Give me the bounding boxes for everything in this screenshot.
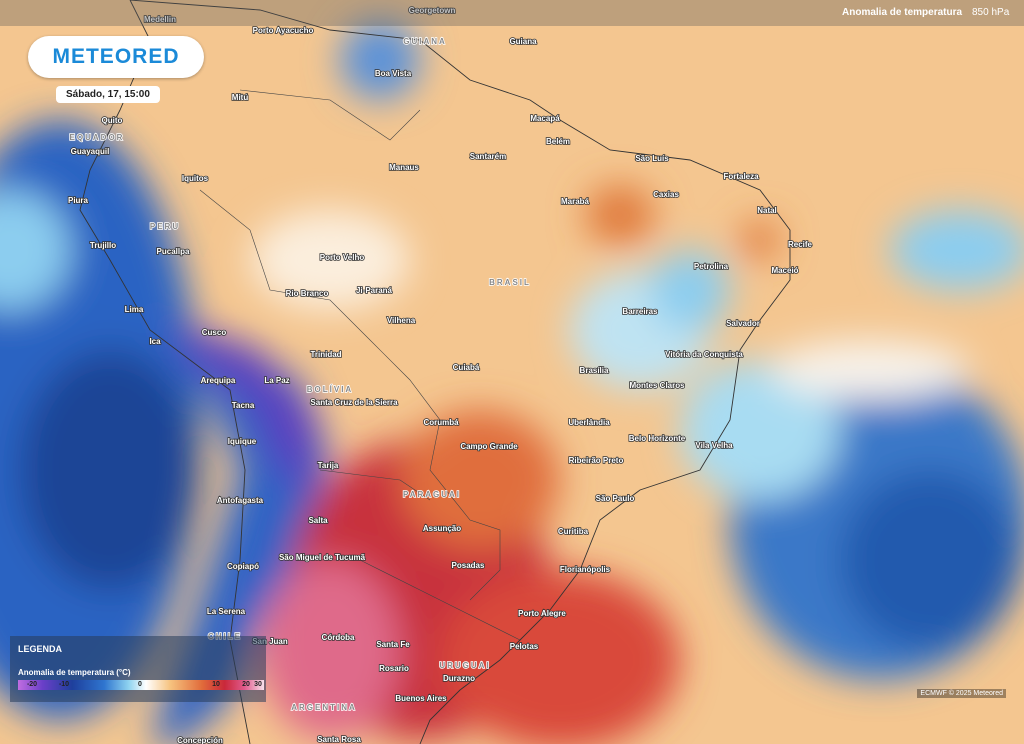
city-label: Santarém (470, 152, 506, 161)
city-label: Uberlândia (568, 418, 610, 427)
city-label: Vilhena (387, 316, 416, 325)
logo[interactable]: METEORED (28, 36, 204, 78)
pressure-level: 850 hPa (972, 7, 1010, 18)
scale-tick-label: -10 (58, 681, 70, 688)
anomaly-field (0, 20, 1024, 744)
city-label: Salta (308, 516, 328, 525)
country-label: EQUADOR (70, 133, 125, 142)
city-label: Georgetown (409, 6, 456, 15)
city-label: Belo Horizonte (629, 434, 686, 443)
city-label: Rosario (379, 664, 409, 673)
city-label: Salvador (726, 319, 760, 328)
city-label: Guiana (509, 37, 537, 46)
borders (199, 89, 521, 641)
city-label: Copiapó (227, 562, 259, 571)
city-label: Arequipa (201, 376, 236, 385)
city-label: Pucallpa (157, 247, 190, 256)
city-label: Brasília (580, 366, 609, 375)
city-label: Ribeirão Preto (569, 456, 624, 465)
city-label: Petrolina (694, 262, 729, 271)
city-label: Cuiabá (453, 363, 480, 372)
country-label: BOLÍVIA (307, 385, 353, 394)
city-label: Vila Velha (695, 441, 733, 450)
legend-title: LEGENDA (18, 644, 63, 654)
city-label: Porto Ayacucho (253, 26, 314, 35)
legend-label: Anomalia de temperatura (°C) (18, 668, 131, 677)
city-label: Guayaquil (71, 147, 110, 156)
city-label: Buenos Aires (395, 694, 447, 703)
city-label: Vitória da Conquista (665, 350, 743, 359)
city-label: Durazno (443, 674, 475, 683)
country-label: GUIANA (403, 37, 447, 46)
city-label: Córdoba (322, 633, 355, 642)
city-label: Caxias (653, 190, 679, 199)
layer-name: Anomalia de temperatura (842, 7, 963, 18)
country-label: ARGENTINA (291, 703, 357, 712)
city-label: Natal (757, 206, 777, 215)
city-label: Belém (546, 137, 570, 146)
city-label: La Paz (264, 376, 289, 385)
scale-tick-label: -20 (26, 681, 38, 688)
city-label: Santa Rosa (317, 735, 361, 744)
city-label: São Luís (635, 154, 669, 163)
city-label: Florianópolis (560, 565, 611, 574)
city-label: Santa Fe (376, 640, 410, 649)
city-label: Posadas (452, 561, 485, 570)
city-label: Montes Claros (629, 381, 685, 390)
city-label: Manaus (389, 163, 419, 172)
city-label: Pelotas (510, 642, 539, 651)
city-label: Lima (125, 305, 144, 314)
legend: LEGENDA Anomalia de temperatura (°C) -20… (10, 636, 266, 702)
city-label: Medellin (144, 15, 176, 24)
country-label: BRASIL (489, 278, 531, 287)
city-label: Piura (68, 196, 89, 205)
city-label: Campo Grande (460, 442, 518, 451)
city-label: Porto Alegre (518, 609, 566, 618)
city-label: Corumbá (423, 418, 459, 427)
scale-tick-label: 10 (212, 681, 220, 688)
city-label: Ica (149, 337, 161, 346)
city-label: Rio Branco (286, 289, 329, 298)
scale-tick-label: 0 (138, 681, 142, 688)
city-label: Tarija (318, 461, 339, 470)
city-label: Boa Vista (375, 69, 412, 78)
city-label: Recife (788, 240, 813, 249)
top-bar (0, 0, 1024, 26)
city-label: Santa Cruz de la Sierra (310, 398, 398, 407)
country-label: PARAGUAI (403, 490, 461, 499)
city-label: Curitiba (558, 527, 589, 536)
city-label: Quito (102, 116, 123, 125)
city-label: Assunção (423, 524, 461, 533)
city-label: Barreiras (622, 307, 658, 316)
city-label: Fortaleza (723, 172, 759, 181)
timestamp: Sábado, 17, 15:00 (56, 86, 160, 103)
city-label: San Juan (252, 637, 288, 646)
city-label: Macapá (530, 114, 560, 123)
city-label: Cusco (202, 328, 227, 337)
scale-tick-label: 30 (254, 681, 262, 688)
city-label: La Serena (207, 607, 246, 616)
city-label: Trinidad (310, 350, 341, 359)
color-scale (18, 680, 264, 690)
city-label: Maceió (771, 266, 798, 275)
city-label: Antofagasta (217, 496, 264, 505)
city-label: Porto Velho (320, 253, 365, 262)
country-label: URUGUAI (439, 661, 490, 670)
city-label: Mitú (232, 93, 249, 102)
country-label: PERU (150, 222, 180, 231)
city-label: Iquitos (182, 174, 209, 183)
city-label: Marabá (561, 197, 590, 206)
city-label: Tacna (232, 401, 255, 410)
city-label: São Paulo (596, 494, 635, 503)
city-label: São Miguel de Tucumã (279, 553, 366, 562)
city-label: Concepción (177, 736, 223, 744)
city-label: Ji-Paraná (356, 286, 393, 295)
city-label: Iquique (228, 437, 257, 446)
city-label: Trujillo (90, 241, 116, 250)
credit: ECMWF © 2025 Meteored (917, 689, 1006, 698)
scale-tick-label: 20 (242, 681, 250, 688)
